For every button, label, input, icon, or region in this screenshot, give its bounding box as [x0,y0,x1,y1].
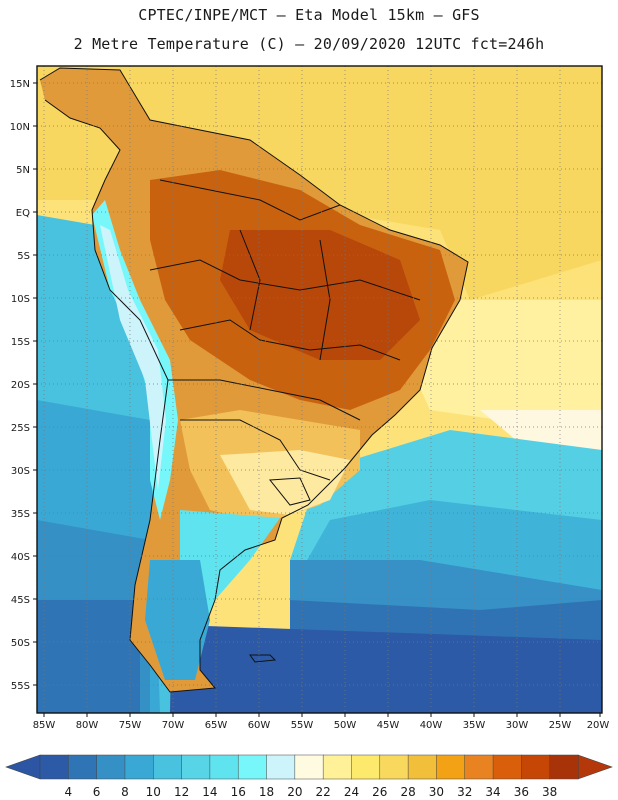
legend-swatch [39,754,69,780]
lat-label: 20S [11,380,30,391]
lat-label: 55S [11,681,30,692]
map-frame [36,65,603,714]
legend-swatch [181,754,211,780]
legend-label: 20 [287,785,302,799]
map-title: CPTEC/INPE/MCT – Eta Model 15km – GFS [138,6,480,24]
lon-ticks [43,713,601,717]
legend-label: 10 [146,785,161,799]
legend-label: 18 [259,785,274,799]
lat-label: 35S [11,509,30,520]
coastline-borders [39,67,469,693]
lat-labels: 15N 10N 5N EQ 5S 10S 15S 20S 25S 30S 35S… [10,79,30,692]
legend-label: 14 [202,785,217,799]
legend-label: 8 [121,785,129,799]
lat-label: 5S [17,251,30,262]
lat-label: 25S [11,423,30,434]
lon-label: 35W [463,720,486,731]
legend-swatch [68,754,98,780]
legend-swatch [464,754,494,780]
color-legend: 4 6 8 10 12 14 16 18 20 22 24 26 28 30 32 34 36 38 [5,754,613,799]
legend-label: 34 [485,785,500,799]
legend-swatch [266,754,296,780]
legend-label: 24 [344,785,359,799]
legend-label: 38 [542,785,557,799]
legend-low-arrow [5,754,41,780]
lon-label: 45W [377,720,400,731]
lon-label: 80W [76,720,99,731]
legend-swatch [322,754,353,780]
legend-high-arrow [577,754,613,780]
legend-label: 28 [400,785,415,799]
legend-label: 36 [514,785,529,799]
legend-swatch [351,754,381,780]
legend-swatch [153,754,183,780]
lon-label: 20W [587,720,610,731]
lon-label: 25W [549,720,572,731]
legend-swatch [96,754,126,780]
legend-swatch [294,754,324,780]
legend-label: 16 [231,785,246,799]
lon-label: 40W [420,720,443,731]
lon-label: 65W [205,720,228,731]
lat-label: 45S [11,595,30,606]
lon-label: 85W [33,720,56,731]
legend-swatch [237,754,268,780]
temperature-field [37,66,602,713]
legend-swatch [407,754,437,780]
lat-label: 15N [10,79,30,90]
map-subtitle: 2 Metre Temperature (C) – 20/09/2020 12U… [73,35,545,53]
lon-label: 75W [119,720,142,731]
lat-label: 15S [11,337,30,348]
lat-label: 40S [11,552,30,563]
legend-swatch [492,754,522,780]
legend-swatch [549,754,579,780]
legend-label: 12 [174,785,189,799]
legend-label: 22 [316,785,331,799]
legend-swatch [521,754,551,780]
legend-label: 26 [372,785,387,799]
legend-label: 30 [429,785,444,799]
legend-swatch [436,754,466,780]
legend-label: 6 [93,785,101,799]
lon-label: 70W [162,720,185,731]
lat-label: EQ [16,208,30,219]
lat-ticks [33,82,37,686]
legend-label: 32 [457,785,472,799]
lat-label: 50S [11,638,30,649]
lon-label: 55W [291,720,314,731]
lat-label: 5N [16,165,30,176]
legend-label: 4 [64,785,72,799]
legend-swatch [124,754,154,780]
lon-label: 30W [506,720,529,731]
legend-swatch [379,754,409,780]
lat-label: 10S [11,294,30,305]
legend-swatch [209,754,239,780]
lon-label: 50W [334,720,357,731]
lon-label: 60W [248,720,271,731]
lon-labels: 85W 80W 75W 70W 65W 60W 55W 50W 45W 40W … [33,720,610,731]
lat-label: 10N [10,122,30,133]
lat-label: 30S [11,466,30,477]
